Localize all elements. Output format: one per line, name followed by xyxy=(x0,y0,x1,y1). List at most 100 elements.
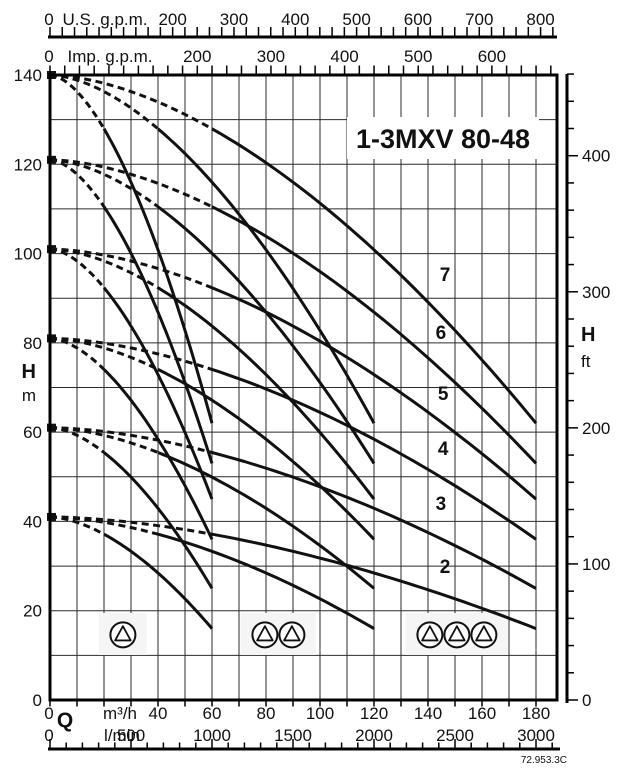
us-gpm-zero: 0 xyxy=(44,10,53,29)
head-symbol-ft: H xyxy=(581,324,595,346)
axis-head-ft: 400 300 200 100 0 Hft xyxy=(565,73,610,710)
curve-2-stage-3pump-belowmin xyxy=(49,515,213,536)
us-gpm-label-300: 300 xyxy=(220,10,248,29)
us-gpm-label-200: 200 xyxy=(158,10,186,29)
imp-gpm-label-500: 500 xyxy=(404,47,432,66)
curve-7-stage-1pump xyxy=(102,128,214,424)
curve-label-2: 2 xyxy=(440,557,451,578)
curve-4-stage-1pump-belowmin xyxy=(49,336,106,371)
lmin-zero: 0 xyxy=(44,726,53,745)
us-gpm-label-800: 800 xyxy=(526,10,554,29)
flow-symbol: Q xyxy=(57,709,73,732)
us-gpm-label-700: 700 xyxy=(465,10,493,29)
curve-6-stage-1pump xyxy=(102,205,214,464)
lmin-label-2000: 2000 xyxy=(355,726,393,745)
pump-icon xyxy=(470,621,498,649)
pump-icon xyxy=(278,621,306,649)
head-ft-label-200: 200 xyxy=(582,419,610,438)
us-gpm-label-500: 500 xyxy=(342,10,370,29)
axis-head-m: 140 120 100 80 60 40 20 0 Hm xyxy=(14,66,42,710)
chart-title-box: 1-3MXV 80-48 xyxy=(347,117,539,159)
m3h-label-100: 100 xyxy=(306,704,334,723)
m3h-label-180: 180 xyxy=(522,704,550,723)
m3h-label-80: 80 xyxy=(257,704,276,723)
head-m-label-20: 20 xyxy=(23,602,42,621)
curve-4-stage-2pump xyxy=(157,368,376,541)
curve-3-stage-3pump-belowmin xyxy=(49,426,213,454)
pump-curves xyxy=(47,70,538,630)
head-m-label-0: 0 xyxy=(33,691,42,710)
curve-4-stage-3pump-belowmin xyxy=(49,336,213,371)
axis-imp-gpm: 0 Imp. g.p.m. 200 300 400 500 600 xyxy=(44,47,552,75)
curve-5-stage-1pump xyxy=(102,286,214,500)
lmin-label-1000: 1000 xyxy=(193,726,231,745)
curve-label-6: 6 xyxy=(436,323,447,344)
curve-2-stage-1pump xyxy=(103,532,214,630)
head-ft-label-100: 100 xyxy=(582,555,610,574)
curve-2-stage-1pump-belowmin xyxy=(49,515,105,536)
curve-6-stage-3pump-belowmin xyxy=(49,158,213,209)
curve-3-stage-1pump-belowmin xyxy=(49,426,105,454)
curve-3-stage-2pump xyxy=(157,451,375,590)
head-ft-label-300: 300 xyxy=(582,283,610,302)
pump-icon xyxy=(443,621,471,649)
curve-7-stage-3pump-belowmin xyxy=(49,73,213,131)
head-unit-ft: ft xyxy=(581,352,591,371)
head-m-label-100: 100 xyxy=(14,245,42,264)
curve-7-stage-3pump xyxy=(211,127,538,425)
curve-6-stage-3pump xyxy=(211,205,538,465)
title-background xyxy=(347,117,539,159)
m3h-label-120: 120 xyxy=(360,704,388,723)
lmin-label-1500: 1500 xyxy=(274,726,312,745)
imp-gpm-zero: 0 xyxy=(44,47,53,66)
lmin-label-2500: 2500 xyxy=(436,726,474,745)
curve-5-stage-1pump-belowmin xyxy=(49,247,106,289)
imp-gpm-label-200: 200 xyxy=(183,47,211,66)
flow-unit-m3h: m³/h xyxy=(103,704,137,723)
curve-2-stage-2pump xyxy=(157,532,375,630)
head-symbol: H xyxy=(22,361,36,383)
curve-3-stage-3pump xyxy=(211,451,537,590)
pump-icons xyxy=(109,621,498,649)
drawing-code: 72.953.3C xyxy=(521,755,567,766)
head-m-label-60: 60 xyxy=(23,423,42,442)
head-m-label-120: 120 xyxy=(14,155,42,174)
plot-frame xyxy=(48,73,559,702)
curve-7-stage-2pump xyxy=(157,127,376,424)
drawing-code-text: 72.953.3C xyxy=(521,755,567,766)
m3h-label-60: 60 xyxy=(203,704,222,723)
curve-label-4: 4 xyxy=(438,439,449,460)
lmin-label-500: 500 xyxy=(117,726,145,745)
head-ft-label-0: 0 xyxy=(582,691,591,710)
head-m-label-40: 40 xyxy=(23,512,42,531)
us-gpm-axis-name: U.S. g.p.m. xyxy=(62,10,147,29)
pump-icon xyxy=(109,621,137,649)
us-gpm-label-600: 600 xyxy=(404,10,432,29)
chart-title: 1-3MXV 80-48 xyxy=(356,124,530,154)
curve-2-stage-3pump xyxy=(211,532,537,630)
head-unit-m: m xyxy=(22,386,36,405)
curve-5-stage-3pump xyxy=(211,286,537,501)
curve-3-stage-1pump xyxy=(103,451,214,590)
m3h-zero: 0 xyxy=(44,704,53,723)
curve-label-7: 7 xyxy=(440,265,451,286)
curve-label-3: 3 xyxy=(436,494,447,515)
head-m-label-140: 140 xyxy=(14,66,42,85)
curve-5-stage-2pump xyxy=(157,286,376,501)
curve-4-stage-3pump xyxy=(211,367,537,541)
curve-5-stage-3pump-belowmin xyxy=(49,247,213,290)
axis-us-gpm: 0 U.S. g.p.m. 200 300 400 500 600 700 800 xyxy=(44,10,557,39)
imp-gpm-label-400: 400 xyxy=(330,47,358,66)
pump-icon xyxy=(416,621,444,649)
us-gpm-label-400: 400 xyxy=(281,10,309,29)
lmin-label-3000: 3000 xyxy=(517,726,555,745)
head-ft-label-400: 400 xyxy=(582,147,610,166)
m3h-label-160: 160 xyxy=(468,704,496,723)
pump-icon xyxy=(251,621,279,649)
imp-gpm-axis-name: Imp. g.p.m. xyxy=(67,47,152,66)
head-m-label-80: 80 xyxy=(23,334,42,353)
curve-label-5: 5 xyxy=(438,384,449,405)
